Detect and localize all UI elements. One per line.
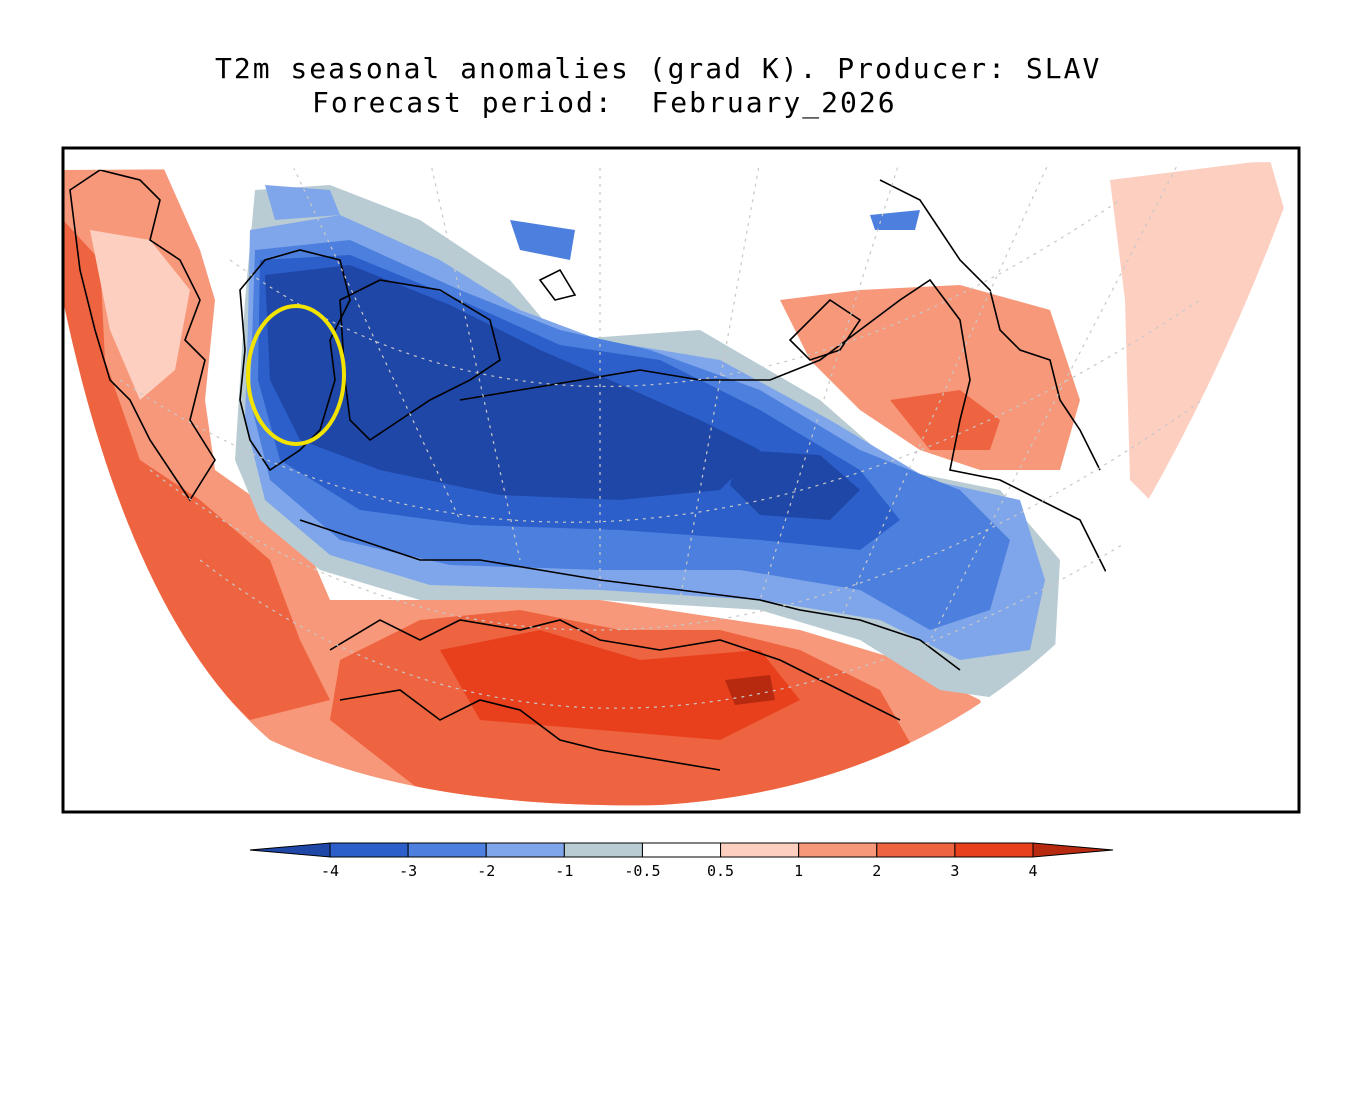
- anomaly-field: [63, 162, 1290, 806]
- colorbar-tick-label: -1: [555, 862, 573, 880]
- colorbar-cell: [485, 842, 565, 858]
- map-frame: [61, 146, 1301, 814]
- colorbar-tick-label: -2: [477, 862, 495, 880]
- colorbar-cell: [563, 842, 643, 858]
- colorbar-tick-label: -0.5: [624, 862, 660, 880]
- lat-lon-grid: [119, 162, 1251, 709]
- cold-patch-north: [510, 220, 575, 260]
- cold-patch-north-west: [265, 185, 340, 220]
- colorbar-tick-label: 4: [1028, 862, 1037, 880]
- colorbar-cell: [798, 842, 878, 858]
- colorbar-tick-label: 3: [950, 862, 959, 880]
- cold-anomaly-core: [265, 265, 760, 500]
- warm-anomaly-east: [780, 285, 1080, 470]
- warm-core-small: [725, 675, 775, 705]
- colorbar-tick-label: 2: [872, 862, 881, 880]
- map-title-line-2: Forecast period: February_2026: [312, 86, 897, 119]
- cold-anomaly-core-east: [730, 450, 860, 520]
- colorbar: -4 -3 -2 -1 -0.5 0.5 1 2 3 4: [249, 842, 1114, 880]
- coastlines: [69, 169, 1121, 771]
- colorbar-tick-label: 0.5: [707, 862, 734, 880]
- map-title-line-1: T2m seasonal anomalies (grad K). Produce…: [215, 52, 1102, 85]
- colorbar-cell: [954, 842, 1034, 858]
- colorbar-cell: [641, 842, 722, 858]
- strong-warm-region-west: [63, 220, 330, 720]
- highlight-ellipse: [246, 304, 346, 446]
- colorbar-cell: [329, 842, 409, 858]
- colorbar-right-arrow: [1032, 842, 1114, 858]
- warm-core-east: [890, 390, 1000, 450]
- colorbar-left-arrow: [249, 842, 331, 858]
- colorbar-tick-label: -4: [321, 862, 339, 880]
- colorbar-cell: [720, 842, 800, 858]
- colorbar-cell: [407, 842, 487, 858]
- colorbar-cell: [876, 842, 956, 858]
- very-warm-core: [440, 630, 800, 740]
- light-warm-north-west: [90, 230, 190, 400]
- colorbar-tick-label: 1: [794, 862, 803, 880]
- colorbar-tick-label: -3: [399, 862, 417, 880]
